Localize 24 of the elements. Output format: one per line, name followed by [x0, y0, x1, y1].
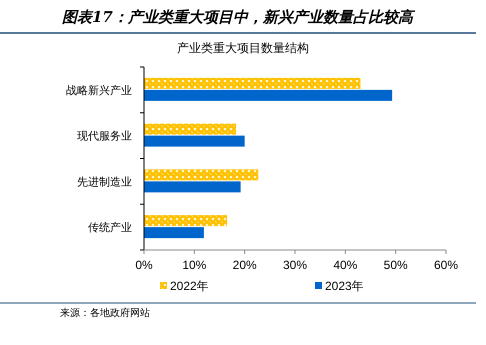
source-note: 来源：各地政府网站: [60, 307, 150, 319]
bar: [144, 181, 241, 192]
legend-label: 2022年: [170, 279, 209, 293]
x-tick-label: 30%: [282, 258, 308, 272]
x-tick-label: 60%: [434, 258, 458, 272]
x-tick-label: 20%: [232, 258, 257, 272]
bar: [144, 78, 360, 89]
bar: [144, 169, 258, 180]
y-tick-label: 现代服务业: [77, 130, 132, 143]
bar: [144, 90, 392, 101]
bar: [144, 227, 204, 238]
bar: [144, 136, 245, 147]
y-tick-label: 传统产业: [88, 221, 132, 234]
bar: [144, 215, 228, 226]
y-tick-label: 战略新兴产业: [66, 84, 132, 97]
x-tick-label: 0%: [135, 258, 153, 272]
y-tick-label: 先进制造业: [77, 175, 132, 188]
bar: [144, 124, 236, 135]
chart-subtitle: 产业类重大项目数量结构: [177, 41, 309, 55]
legend-label: 2023年: [325, 279, 364, 293]
x-tick-label: 40%: [333, 258, 358, 272]
x-tick-label: 10%: [182, 258, 207, 272]
chart-title: 图表17：产业类重大项目中，新兴产业数量占比较高: [62, 8, 416, 26]
x-tick-label: 50%: [384, 258, 408, 272]
